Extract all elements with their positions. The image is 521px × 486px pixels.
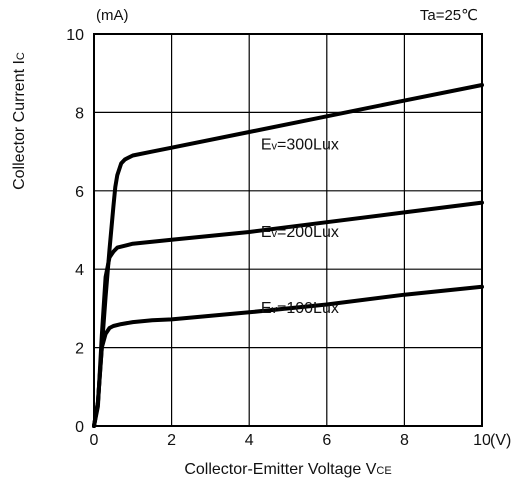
series-line-1 xyxy=(92,200,484,428)
series-label-sub: v xyxy=(272,141,278,153)
y-tick-label: 2 xyxy=(75,341,84,358)
series-label-sub: v xyxy=(272,304,278,316)
series-label-sub: v xyxy=(272,228,278,240)
y-unit-label: (mA) xyxy=(96,7,129,24)
curves xyxy=(92,83,484,428)
x-axis-title-sub: CE xyxy=(376,465,391,477)
series-label-main: E xyxy=(261,224,272,241)
series-label-1: Ev=200Lux xyxy=(261,224,339,241)
series-line-2 xyxy=(92,284,484,428)
y-tick-label: 8 xyxy=(75,105,84,122)
x-tick-label: 2 xyxy=(167,432,176,449)
plot-area-frame xyxy=(93,33,483,427)
y-tick-label: 4 xyxy=(75,262,84,279)
x-tick-label: 4 xyxy=(245,432,254,449)
x-tick-labels: 0 2 4 6 8 10 xyxy=(90,432,491,449)
y-axis-title-main: Collector Current I xyxy=(11,60,28,190)
x-tick-label: 8 xyxy=(400,432,409,449)
series-label-main: E xyxy=(261,137,272,154)
y-tick-labels: 0 2 4 6 8 10 xyxy=(66,27,84,436)
series-label-rest: =100Lux xyxy=(277,300,339,317)
series-label-0: Ev=300Lux xyxy=(261,137,339,154)
y-tick-label: 0 xyxy=(75,419,84,436)
series-label-main: E xyxy=(261,300,272,317)
series-label-2: Ev=100Lux xyxy=(261,300,339,317)
x-tick-label: 0 xyxy=(90,432,99,449)
y-axis-title: Collector Current IC xyxy=(11,52,28,190)
series-label-rest: =300Lux xyxy=(277,137,339,154)
x-unit-label: (V) xyxy=(490,432,511,449)
x-tick-label: 10 xyxy=(473,432,491,449)
x-axis-title: Collector-Emitter Voltage VCE xyxy=(184,461,391,478)
series-label-rest: =200Lux xyxy=(277,224,339,241)
x-tick-label: 6 xyxy=(322,432,331,449)
x-axis-title-main: Collector-Emitter Voltage V xyxy=(184,461,376,478)
y-tick-label: 10 xyxy=(66,27,84,44)
y-tick-label: 6 xyxy=(75,184,84,201)
y-axis-title-sub: C xyxy=(15,52,27,60)
condition-label: Ta=25℃ xyxy=(420,7,478,24)
